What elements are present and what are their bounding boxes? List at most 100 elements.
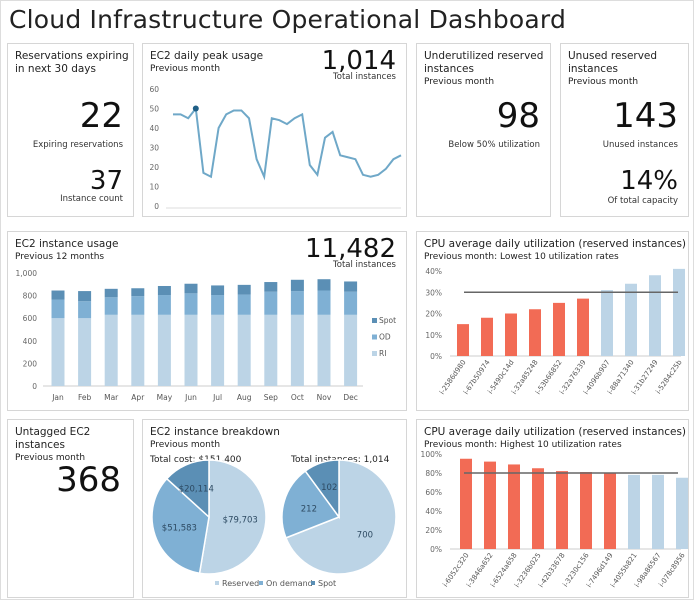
bar-od [344,292,357,315]
bar-spot [52,291,65,300]
x-tick-label: Jun [184,393,197,402]
y-tick-label: 60 [149,85,159,94]
y-tick-label: 40% [425,267,442,276]
y-tick-label: 50 [149,105,159,114]
bar-spot [185,284,198,294]
bar-spot [264,282,277,292]
utilization-bar [508,464,520,549]
legend-label: OD [379,333,391,342]
utilization-bar [532,468,544,549]
bar-ri [185,315,198,386]
bar-ri [344,315,357,386]
y-tick-label: 80% [425,469,442,478]
y-tick-label: 10% [425,331,442,340]
legend-swatch [372,351,377,356]
y-tick-label: 30 [149,144,159,153]
bar-od [318,291,331,315]
bar-ri [105,315,118,386]
bar-ri [264,315,277,386]
bar-spot [158,286,171,295]
bar-spot [344,281,357,291]
y-tick-label: 1,000 [16,269,38,278]
bar-od [52,300,65,319]
y-tick-label: 60% [425,488,442,497]
x-tick-label: Oct [291,393,304,402]
y-tick-label: 400 [23,337,38,346]
utilization-bar [457,324,469,356]
y-tick-label: 30% [425,288,442,297]
pie-value-label: 212 [301,504,317,514]
pie-value-label: 700 [357,531,373,541]
bar-spot [131,288,144,296]
legend-swatch [259,581,263,585]
utilization-bar [481,318,493,356]
y-tick-label: 100% [421,450,442,459]
utilization-bar [529,309,541,356]
legend-swatch [372,318,377,323]
legend-label: RI [379,349,386,358]
bar-ri [211,315,224,386]
bar-od [131,296,144,315]
bar-spot [291,280,304,291]
bar-ri [52,318,65,386]
y-tick-label: 800 [23,292,38,301]
pie-value-label: 102 [321,483,337,493]
y-tick-label: 20 [149,163,159,172]
x-tick-label: Mar [104,393,119,402]
x-tick-label: Dec [343,393,358,402]
utilization-bar [505,314,517,357]
utilization-bar [652,475,664,549]
pie-value-label: $51,583 [162,523,197,533]
bar-spot [238,285,251,295]
x-tick-label: Feb [78,393,92,402]
bar-spot [211,285,224,295]
bar-spot [105,289,118,297]
pie-value-label: $79,703 [223,516,258,526]
legend-swatch [215,581,219,585]
x-tick-label: Nov [317,393,332,402]
y-tick-label: 0 [32,382,37,391]
utilization-bar [676,478,688,549]
legend-label: Reserved [222,579,259,588]
legend-label: Spot [318,579,336,588]
y-tick-label: 200 [23,359,38,368]
utilization-bar [556,471,568,549]
legend-label: Spot [379,316,396,325]
bar-ri [238,315,251,386]
bar-od [78,301,91,318]
y-tick-label: 0% [430,545,442,554]
bar-od [211,295,224,315]
utilization-bar [625,284,637,356]
utilization-bar [577,299,589,356]
peak-marker [193,106,199,112]
pie-value-label: $20,114 [179,484,214,494]
legend-label: On demand [266,579,313,588]
bar-od [264,292,277,315]
utilization-bar [649,275,661,356]
y-tick-label: 40 [149,124,159,133]
bar-ri [291,315,304,386]
bar-od [105,297,118,315]
bar-od [158,295,171,315]
utilization-bar [601,290,613,356]
y-tick-label: 20% [425,526,442,535]
x-tick-label: Jan [51,393,64,402]
utilization-bar [673,269,685,356]
bar-ri [78,318,91,386]
bar-spot [78,291,91,301]
utilization-bar [604,473,616,549]
bar-ri [131,315,144,386]
utilization-bar [553,303,565,356]
x-tick-label: Jul [212,393,222,402]
y-tick-label: 40% [425,507,442,516]
legend-swatch [372,335,377,340]
usage-line [173,109,401,177]
bar-od [291,291,304,315]
utilization-bar [580,472,592,549]
y-tick-label: 0% [430,352,442,361]
x-tick-label: Aug [237,393,252,402]
y-tick-label: 600 [23,314,38,323]
y-tick-label: 0 [154,202,159,211]
y-tick-label: 20% [425,310,442,319]
utilization-bar [628,475,640,549]
